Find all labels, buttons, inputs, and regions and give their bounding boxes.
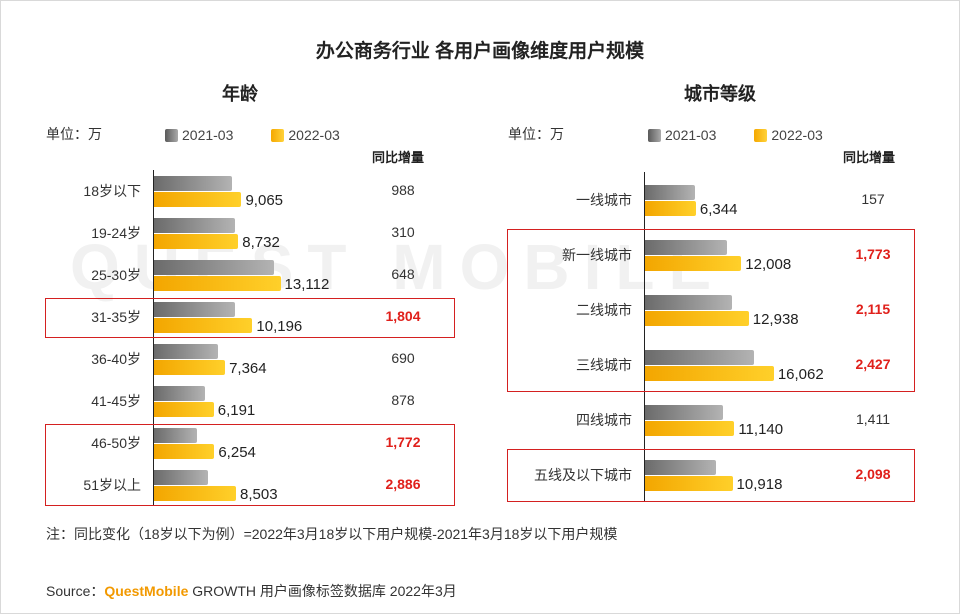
right-unit: 单位：万: [508, 126, 564, 142]
bar-2021-03: [154, 176, 232, 191]
increment-value: 310: [391, 224, 415, 240]
legend-swatch-2022: [754, 128, 768, 142]
category-label: 五线及以下城市: [534, 466, 632, 483]
source-brand: QuestMobile: [104, 583, 189, 599]
source-prefix: Source：: [46, 583, 105, 599]
value-label-2022-03: 6,344: [699, 200, 738, 218]
bar-2022-03: [645, 475, 733, 491]
category-label: 31-35岁: [91, 309, 141, 325]
legend-label-2022: 2022-03: [288, 127, 340, 143]
value-label-2022-03: 10,196: [256, 318, 303, 335]
increment-value: 1,411: [856, 410, 890, 427]
category-label: 51岁以上: [83, 477, 141, 493]
legend-swatch-2021: [165, 128, 178, 142]
legend-swatch-2021: [648, 128, 661, 142]
category-label: 46-50岁: [91, 435, 141, 451]
bar-2022-03: [154, 486, 237, 501]
value-label-2022-03: 10,918: [736, 475, 783, 493]
bar-2021-03: [645, 294, 732, 310]
increment-value: 690: [391, 350, 415, 366]
category-label: 新一线城市: [562, 246, 632, 263]
left-subtitle: 年龄: [222, 84, 258, 104]
increment-value: 648: [391, 266, 415, 282]
bar-2021-03: [154, 218, 236, 233]
value-label-2022-03: 6,191: [217, 402, 256, 419]
footnote: 注：同比变化（18岁以下为例）=2022年3月18岁以下用户规模-2021年3月…: [46, 526, 618, 542]
left-increment-header: 同比增量: [372, 150, 425, 165]
bar-2021-03: [645, 184, 695, 200]
bar-2022-03: [154, 276, 281, 291]
bar-2021-03: [645, 459, 716, 475]
bar-2022-03: [645, 200, 696, 216]
highlight-box: [45, 424, 455, 506]
right-subtitle: 城市等级: [684, 84, 756, 104]
bar-2021-03: [645, 349, 755, 365]
bar-2022-03: [154, 444, 215, 459]
bar-2022-03: [645, 420, 735, 436]
bar-2022-03: [154, 234, 239, 249]
source-line: Source：QuestMobile GROWTH 用户画像标签数据库 2022…: [46, 581, 457, 601]
increment-value: 988: [391, 182, 415, 198]
value-label-2022-03: 16,062: [777, 365, 824, 383]
bar-2022-03: [154, 192, 242, 207]
legend-label-2022: 2022-03: [771, 127, 823, 143]
left-unit: 单位：万: [46, 126, 102, 142]
chart-title: 办公商务行业 各用户画像维度用户规模: [315, 41, 645, 62]
legend-label-2021: 2021-03: [182, 127, 234, 143]
increment-value: 2,427: [855, 355, 891, 372]
bar-2021-03: [154, 302, 235, 317]
right-increment-header: 同比增量: [843, 150, 896, 165]
increment-value: 878: [391, 392, 415, 408]
legend-label-2021: 2021-03: [665, 127, 717, 143]
increment-value: 1,773: [855, 245, 891, 262]
increment-value: 2,115: [855, 300, 891, 317]
category-label: 36-40岁: [91, 351, 141, 367]
source-rest: GROWTH 用户画像标签数据库 2022年3月: [188, 583, 457, 599]
category-label: 三线城市: [576, 356, 632, 373]
category-label: 二线城市: [576, 301, 632, 318]
value-label-2022-03: 8,732: [242, 234, 280, 251]
bar-2021-03: [154, 386, 206, 401]
category-label: 一线城市: [576, 191, 632, 208]
bar-2021-03: [154, 428, 198, 443]
increment-value: 1,804: [385, 308, 421, 324]
value-label-2022-03: 6,254: [218, 444, 256, 461]
value-label-2022-03: 7,364: [229, 360, 267, 377]
bar-2022-03: [645, 255, 742, 271]
bar-2022-03: [154, 318, 253, 333]
bar-2021-03: [154, 344, 219, 359]
bar-2022-03: [154, 360, 226, 375]
bar-2022-03: [645, 310, 749, 326]
increment-value: 2,886: [385, 476, 421, 492]
value-label-2022-03: 9,065: [245, 192, 284, 209]
increment-value: 157: [861, 190, 885, 207]
highlight-box: [507, 229, 915, 392]
category-label: 19-24岁: [91, 225, 141, 241]
bar-2021-03: [154, 260, 275, 275]
category-label: 18岁以下: [83, 183, 141, 199]
bar-2022-03: [645, 365, 774, 381]
highlight-box: [45, 298, 455, 338]
y-axis-line: [153, 170, 154, 506]
category-label: 41-45岁: [91, 393, 141, 409]
value-label-2022-03: 12,008: [745, 255, 792, 273]
value-label-2022-03: 8,503: [240, 486, 278, 503]
increment-value: 1,772: [385, 434, 421, 450]
bar-2022-03: [154, 402, 214, 417]
right-legend: 2021-03 2022-03: [648, 127, 823, 143]
value-label-2022-03: 13,112: [284, 276, 330, 293]
bar-2021-03: [645, 404, 724, 420]
value-label-2022-03: 11,140: [738, 420, 784, 438]
left-legend: 2021-03 2022-03: [165, 127, 340, 143]
bar-2021-03: [645, 239, 728, 255]
category-label: 25-30岁: [91, 267, 141, 283]
legend-swatch-2022: [271, 128, 285, 142]
increment-value: 2,098: [855, 465, 891, 482]
highlight-box: [507, 449, 915, 502]
value-label-2022-03: 12,938: [752, 310, 799, 328]
y-axis-line: [644, 172, 645, 502]
category-label: 四线城市: [576, 411, 632, 428]
bar-2021-03: [154, 470, 209, 485]
